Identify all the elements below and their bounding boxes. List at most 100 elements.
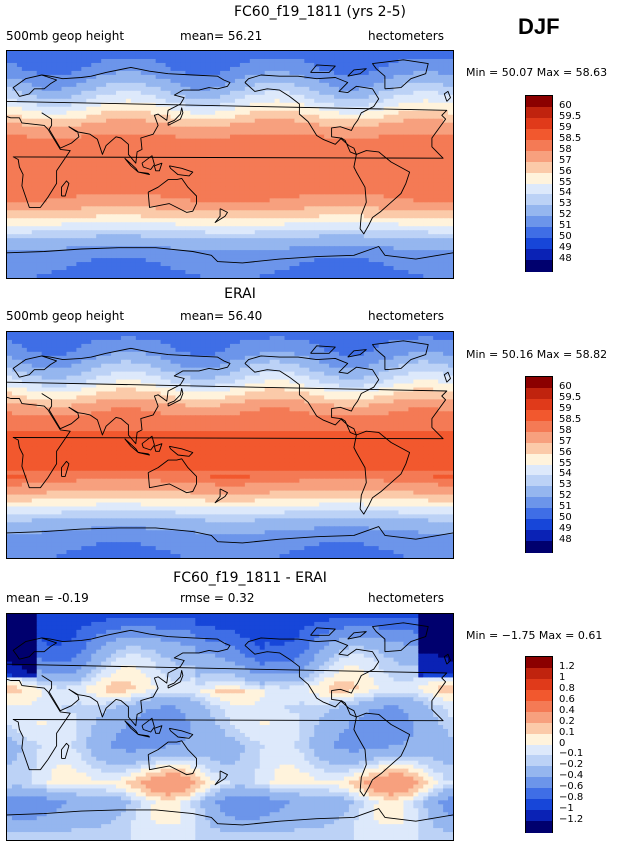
field-cell [145, 110, 152, 116]
field-cell [428, 214, 434, 219]
field-cell [403, 250, 409, 255]
field-cell [244, 166, 251, 172]
field-cell [324, 142, 330, 148]
field-cell [398, 170, 405, 176]
field-cell [428, 162, 434, 168]
field-cell [150, 214, 157, 219]
field-cell [428, 146, 434, 152]
field-cell [249, 222, 256, 227]
field-cell [383, 170, 390, 176]
field-cell [145, 78, 152, 84]
field-cell [96, 242, 102, 247]
field-cell [205, 242, 211, 247]
field-cell [130, 166, 137, 172]
field-cell [309, 66, 315, 72]
field-cell [289, 82, 296, 88]
field-cell [448, 58, 453, 64]
field-cell [239, 206, 246, 211]
field-cell [358, 102, 365, 108]
field-cell [388, 166, 395, 172]
field-cell [438, 222, 444, 227]
field-cell [329, 226, 335, 231]
field-cell [413, 262, 419, 267]
field-cell [150, 182, 157, 187]
field-cell [220, 106, 226, 112]
field-cell [11, 158, 18, 164]
field-cell [130, 270, 137, 275]
field-cell [413, 242, 419, 247]
field-cell [120, 142, 127, 148]
field-cell [254, 262, 261, 267]
field-cell [160, 226, 167, 231]
field-cell [16, 166, 23, 172]
field-cell [343, 134, 350, 140]
field-cell [56, 238, 63, 243]
field-cell [111, 234, 117, 239]
field-cell [225, 102, 231, 108]
field-cell [190, 82, 196, 88]
field-cell [433, 51, 439, 56]
field-cell [145, 150, 152, 156]
field-cell [408, 74, 414, 80]
field-cell [378, 194, 385, 199]
field-cell [264, 70, 271, 76]
field-cell [358, 62, 365, 68]
field-cell [96, 186, 102, 191]
field-cell [289, 86, 296, 92]
field-cell [91, 150, 97, 156]
field-cell [66, 54, 73, 60]
field-cell [304, 230, 310, 235]
field-cell [388, 262, 395, 267]
field-cell [234, 126, 241, 132]
field-cell [279, 258, 286, 263]
field-cell [324, 190, 330, 195]
field-cell [210, 66, 216, 72]
field-cell [116, 114, 122, 120]
field-cell [448, 86, 453, 92]
field-cell [448, 158, 453, 164]
field-cell [294, 246, 300, 251]
field-cell [135, 222, 142, 227]
field-cell [269, 198, 276, 203]
field-cell [160, 54, 167, 60]
field-cell [368, 210, 375, 215]
field-cell [61, 238, 68, 243]
field-cell [61, 166, 68, 172]
field-cell [56, 82, 63, 88]
field-cell [249, 58, 256, 64]
field-cell [140, 270, 147, 275]
field-cell [413, 158, 419, 164]
field-cell [289, 102, 296, 108]
field-cell [140, 126, 147, 132]
field-cell [269, 186, 276, 191]
field-cell [304, 202, 310, 207]
field-cell [324, 218, 330, 223]
field-cell [244, 266, 251, 271]
field-cell [269, 126, 276, 132]
field-cell [343, 266, 350, 271]
field-cell [428, 94, 434, 100]
field-cell [61, 70, 68, 76]
field-cell [225, 258, 231, 263]
field-cell [135, 54, 142, 60]
field-cell [254, 94, 261, 100]
field-cell [155, 51, 162, 56]
field-cell [304, 106, 310, 112]
field-cell [398, 138, 405, 144]
field-cell [299, 70, 305, 76]
field-cell [215, 134, 221, 140]
field-cell [329, 82, 335, 88]
field-cell [175, 146, 182, 152]
field-cell [408, 210, 414, 215]
field-cell [284, 250, 291, 255]
field-cell [106, 210, 112, 215]
field-cell [71, 226, 77, 231]
field-cell [408, 114, 414, 120]
field-cell [190, 130, 196, 136]
field-cell [279, 98, 286, 104]
field-cell [125, 250, 132, 255]
field-cell [125, 162, 132, 168]
field-cell [31, 70, 38, 76]
field-cell [254, 98, 261, 104]
field-cell [120, 246, 127, 251]
